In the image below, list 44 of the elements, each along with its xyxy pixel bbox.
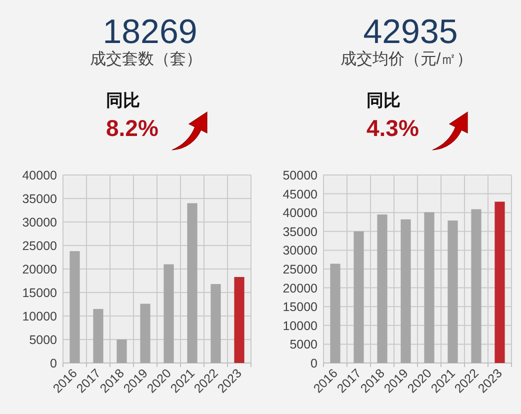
y-tick-label: 30000 bbox=[22, 216, 58, 230]
y-tick-label: 25000 bbox=[282, 262, 318, 276]
y-tick-label: 45000 bbox=[282, 187, 318, 202]
y-tick-label: 35000 bbox=[282, 224, 318, 239]
y-tick-label: 5000 bbox=[29, 333, 58, 347]
chart-title: 42935 bbox=[363, 13, 458, 51]
bar bbox=[400, 219, 411, 363]
text: 8.2% bbox=[106, 115, 158, 141]
bar bbox=[140, 304, 150, 363]
bar bbox=[70, 251, 80, 363]
chart-subtitle: 成交套数（套） bbox=[90, 50, 202, 68]
bar bbox=[187, 203, 198, 363]
y-tick-label: 30000 bbox=[282, 244, 318, 258]
y-tick-label: 20000 bbox=[282, 281, 318, 296]
y-tick-label: 25000 bbox=[22, 239, 58, 253]
y-tick-label: 0 bbox=[310, 356, 318, 370]
bar bbox=[354, 231, 364, 363]
bar bbox=[377, 214, 388, 363]
bar bbox=[330, 264, 340, 363]
y-tick-label: 20000 bbox=[22, 262, 58, 276]
bar bbox=[93, 308, 104, 363]
bar bbox=[164, 264, 174, 363]
bar bbox=[494, 202, 505, 363]
y-tick-label: 50000 bbox=[282, 168, 318, 182]
y-tick-label: 15000 bbox=[282, 300, 318, 314]
chart-subtitle: 成交均价（元/㎡） bbox=[340, 50, 473, 68]
bar bbox=[448, 220, 458, 363]
chart-title: 18269 bbox=[102, 13, 198, 51]
text: 4.3% bbox=[366, 115, 419, 141]
text: 同比 bbox=[366, 91, 400, 110]
y-tick-label: 10000 bbox=[22, 310, 58, 324]
y-tick-label: 5000 bbox=[290, 338, 318, 352]
bar bbox=[210, 284, 221, 363]
y-tick-label: 40000 bbox=[22, 168, 58, 182]
y-tick-label: 0 bbox=[50, 356, 58, 370]
bar bbox=[424, 212, 434, 363]
y-tick-label: 40000 bbox=[282, 206, 318, 220]
bar bbox=[116, 340, 127, 363]
y-tick-label: 35000 bbox=[22, 192, 58, 206]
bar bbox=[234, 276, 244, 363]
y-tick-label: 15000 bbox=[22, 286, 58, 300]
bar bbox=[471, 209, 482, 363]
text: 同比 bbox=[106, 91, 140, 110]
y-tick-label: 10000 bbox=[282, 318, 318, 333]
